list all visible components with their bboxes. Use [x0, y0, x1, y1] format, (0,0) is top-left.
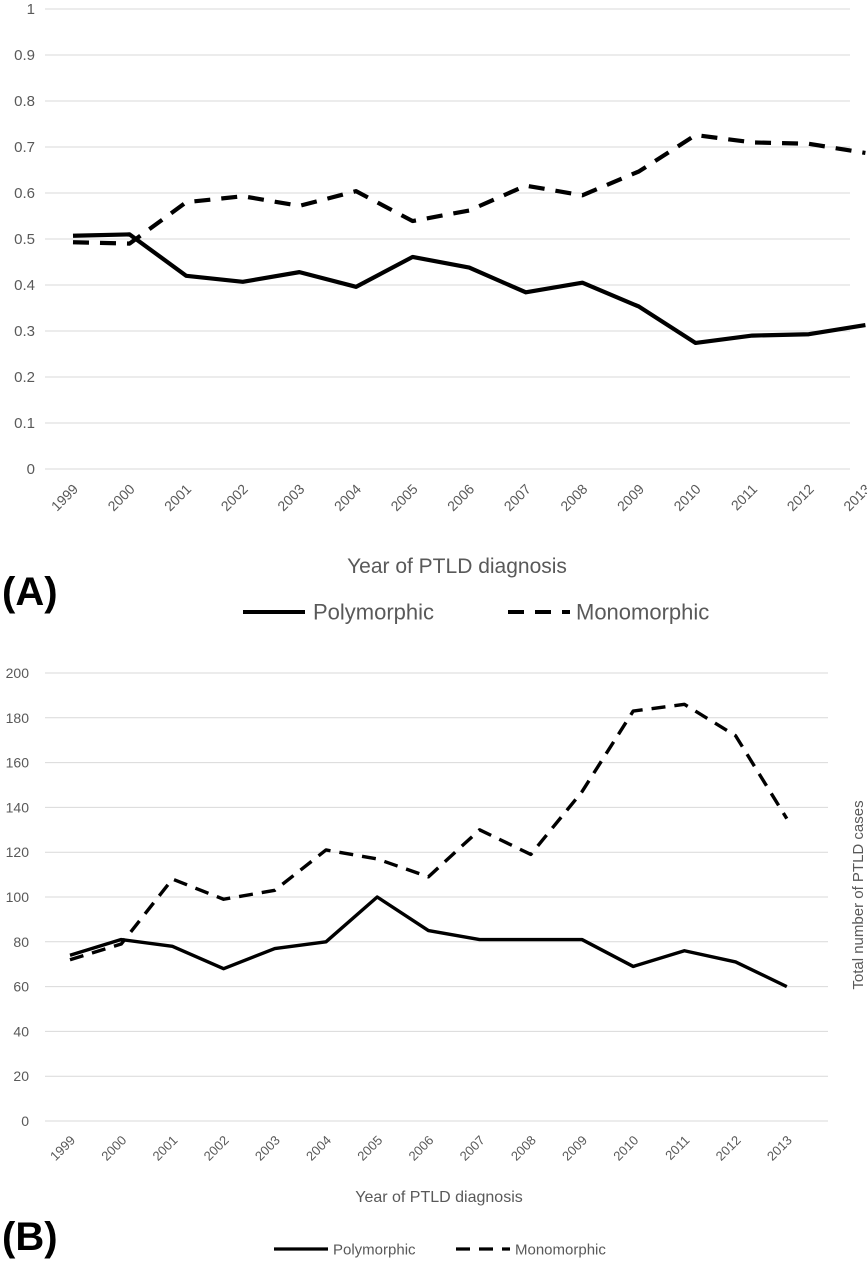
chart-a-y-tick-label: 0.8 — [14, 93, 35, 110]
chart-b-y-tick-label: 60 — [13, 979, 29, 995]
chart-b-x-axis-label: Year of PTLD diagnosis — [355, 1189, 523, 1206]
chart-b-series-monomorphic-line — [69, 702, 789, 962]
chart-b-x-tick-label: 2005 — [354, 1133, 385, 1164]
chart-b-x-tick-label: 2004 — [303, 1133, 334, 1164]
chart-a-x-tick-label: 2006 — [444, 481, 477, 514]
chart-b-x-tick-label: 2002 — [201, 1133, 232, 1164]
chart-a-x-tick-label: 2000 — [104, 481, 137, 514]
chart-a-x-tick-label: 2003 — [274, 481, 307, 514]
chart-a-x-tick-label: 2011 — [728, 481, 761, 514]
chart-a-y-tick-label: 0.7 — [14, 139, 35, 156]
chart-a-y-tick-label: 0.1 — [14, 415, 35, 432]
chart-b-y-tick-label: 120 — [6, 844, 30, 860]
chart-b-y-tick-label: 40 — [13, 1023, 29, 1039]
chart-b-y-tick-label: 80 — [13, 934, 29, 950]
chart-b-y-tick-label: 20 — [13, 1068, 29, 1084]
chart-a-x-tick-label: 2001 — [161, 481, 194, 514]
chart-b-y-tick-label: 200 — [6, 665, 30, 681]
chart-a-x-tick-label: 2010 — [670, 481, 703, 514]
chart-b-x-tick-label: 2008 — [508, 1133, 539, 1164]
chart-b-x-tick-label: 2009 — [559, 1133, 590, 1164]
chart-a-x-tick-label: 2013 — [840, 481, 867, 514]
chart-a-y-tick-label: 0.3 — [14, 323, 35, 340]
chart-a-x-tick-label: 1999 — [48, 481, 81, 514]
chart-b-x-tick-label: 2006 — [405, 1133, 436, 1164]
chart-a-legend-monomorphic-label: Monomorphic — [576, 600, 709, 625]
chart-a-x-axis-label: Year of PTLD diagnosis — [347, 555, 567, 578]
chart-b-x-tick-label: 2012 — [713, 1133, 744, 1164]
chart-b-y-tick-label: 0 — [21, 1113, 29, 1129]
chart-b-legend-polymorphic-label: Polymorphic — [333, 1241, 416, 1258]
chart-a-y-tick-label: 0.5 — [14, 231, 35, 248]
chart-a-x-tick-label: 2007 — [501, 481, 534, 514]
chart-b-y-tick-label: 100 — [6, 889, 30, 905]
chart-b-x-tick-label: 2001 — [149, 1133, 180, 1164]
chart-a-y-tick-label: 0 — [27, 461, 35, 478]
chart-b-series-polymorphic-line — [69, 895, 788, 989]
chart-b-x-tick-label: 2011 — [662, 1133, 692, 1163]
chart-a-legend-polymorphic-label: Polymorphic — [313, 600, 434, 625]
chart-a-x-tick-label: 2004 — [331, 481, 364, 514]
chart-b-x-tick-label: 1999 — [47, 1133, 78, 1164]
chart-b-x-tick-label: 2000 — [98, 1133, 129, 1164]
chart-a-y-tick-label: 0.4 — [14, 277, 35, 294]
chart-a-series-monomorphic-line — [72, 132, 866, 246]
chart-a-x-tick-label: 2002 — [218, 481, 251, 514]
chart-a-x-tick-label: 2012 — [784, 481, 817, 514]
chart-b-x-tick-label: 2010 — [610, 1133, 641, 1164]
chart-a-y-tick-label: 0.9 — [14, 47, 35, 64]
chart-a-x-tick-label: 2005 — [387, 481, 420, 514]
chart-a-y-tick-label: 1 — [27, 1, 35, 18]
chart-b-y-tick-label: 180 — [6, 710, 30, 726]
chart-a-panel-label: (A) — [2, 570, 58, 614]
chart-b-legend-monomorphic-label: Monomorphic — [515, 1241, 606, 1258]
chart-b-x-tick-label: 2013 — [764, 1133, 795, 1164]
chart-a-y-tick-label: 0.6 — [14, 185, 35, 202]
chart-b-y-tick-label: 160 — [6, 755, 30, 771]
chart-a-x-tick-label: 2008 — [557, 481, 590, 514]
chart-a-y-tick-label: 0.2 — [14, 369, 35, 386]
chart-b-y-axis-label: Total number of PTLD cases — [850, 800, 867, 989]
chart-b-x-tick-label: 2007 — [457, 1133, 488, 1164]
chart-b-panel-label: (B) — [2, 1215, 58, 1259]
chart-b-x-tick-label: 2003 — [252, 1133, 283, 1164]
chart-a-x-tick-label: 2009 — [614, 481, 647, 514]
chart-a-series-polymorphic-line — [72, 232, 866, 346]
chart-b-y-tick-label: 140 — [6, 799, 30, 815]
